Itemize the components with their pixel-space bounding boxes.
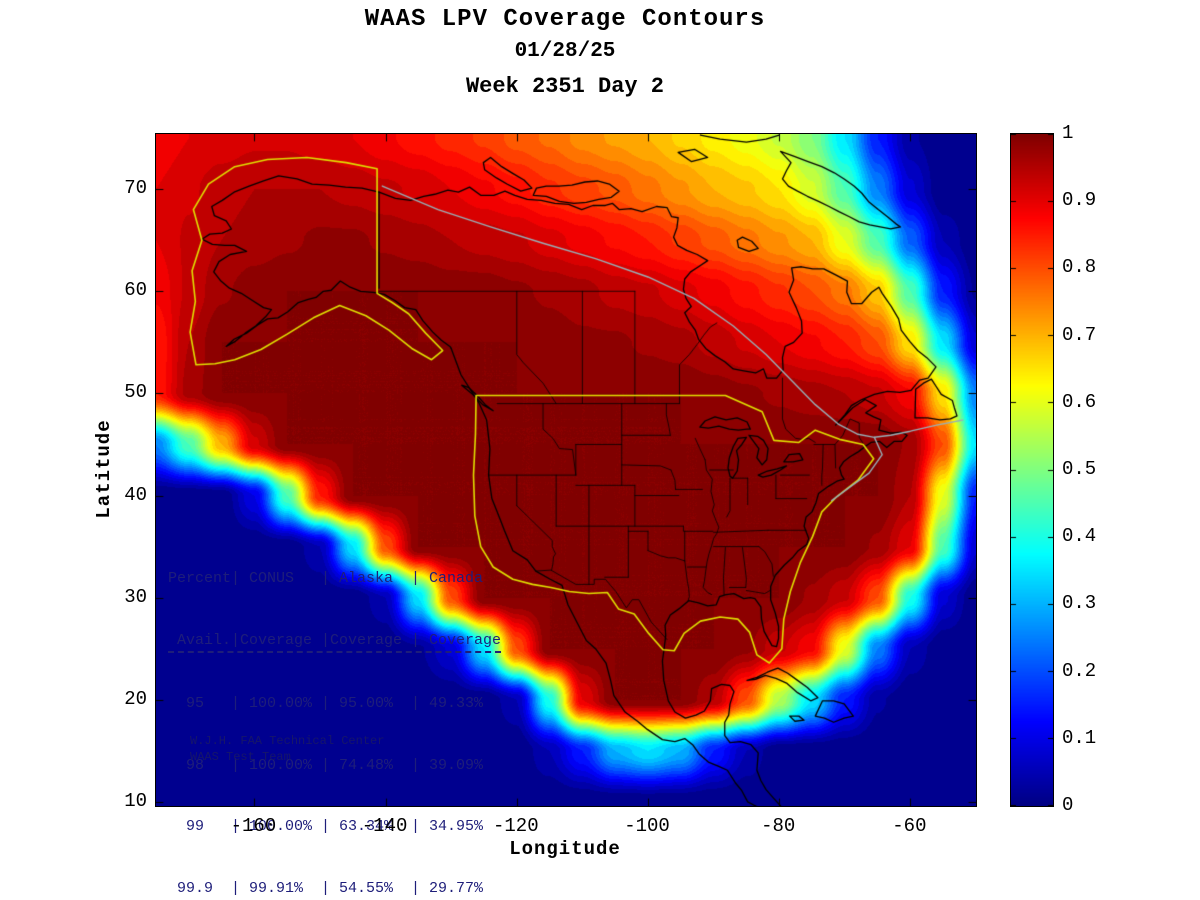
cbtick-label: 1	[1062, 122, 1074, 144]
ytick-label: 20	[124, 687, 147, 710]
coverage-table-subheader: Avail.|Coverage |Coverage | Coverage	[168, 631, 502, 653]
cbtick-label: 0.8	[1062, 256, 1097, 279]
coverage-table-row: 95 | 100.00% | 95.00% | 49.33%	[168, 695, 484, 712]
coverage-table-header: Percent| CONUS | Alaska | Canada	[168, 570, 484, 587]
page-title-week-day: Week 2351 Day 2	[465, 74, 665, 99]
cbtick-label: 0.5	[1062, 458, 1097, 480]
contour-map-canvas	[156, 134, 976, 806]
cbtick-label: 0	[1062, 794, 1074, 816]
xtick-label: -60	[892, 815, 927, 837]
ytick-label: 40	[124, 483, 147, 506]
page-title: WAAS LPV Coverage Contours	[364, 6, 766, 33]
coverage-table-row: 98 | 100.00% | 74.48% | 39.09%	[168, 756, 484, 774]
colorbar	[1010, 133, 1054, 807]
ytick-label: 10	[124, 789, 147, 812]
page-title-date: 01/28/25	[514, 40, 616, 63]
contour-map-plot: Percent| CONUS | Alaska | Canada Avail.|…	[155, 133, 977, 897]
colorbar-gradient-canvas	[1011, 134, 1053, 806]
credit-text: W.J.H. FAA Technical Center WAAS Test Te…	[190, 733, 384, 765]
coverage-table-overlay: Percent| CONUS | Alaska | Canada Avail.|…	[168, 528, 502, 900]
cbtick-label: 0.1	[1062, 726, 1097, 749]
xtick-label: -80	[761, 815, 796, 837]
coverage-table-row: 99.9 | 99.91% | 54.55% | 29.77%	[168, 879, 484, 897]
cbtick-label: 0.4	[1062, 525, 1097, 548]
xtick-label: -100	[624, 815, 670, 837]
cbtick-label: 0.6	[1062, 390, 1097, 413]
xtick-label: -120	[492, 815, 539, 837]
ytick-label: 60	[124, 279, 147, 302]
cbtick-label: 0.2	[1062, 659, 1097, 682]
coverage-table-row: 99 | 100.00% | 63.34% | 34.95%	[168, 818, 484, 835]
credit-line-team: WAAS Test Team	[190, 750, 291, 764]
ytick-label: 70	[124, 177, 147, 200]
x-axis-label: Longitude	[509, 838, 621, 860]
xtick-label: -160	[230, 815, 277, 837]
title-block: WAAS LPV Coverage Contours 01/28/25 Week…	[155, 6, 975, 99]
xtick-label: -140	[361, 815, 408, 837]
ytick-label: 50	[124, 381, 147, 404]
cbtick-label: 0.9	[1062, 189, 1097, 212]
cbtick-label: 0.7	[1062, 323, 1097, 346]
cbtick-label: 0.3	[1062, 592, 1097, 615]
credit-line-org: W.J.H. FAA Technical Center	[190, 734, 385, 748]
ytick-label: 30	[124, 585, 147, 608]
